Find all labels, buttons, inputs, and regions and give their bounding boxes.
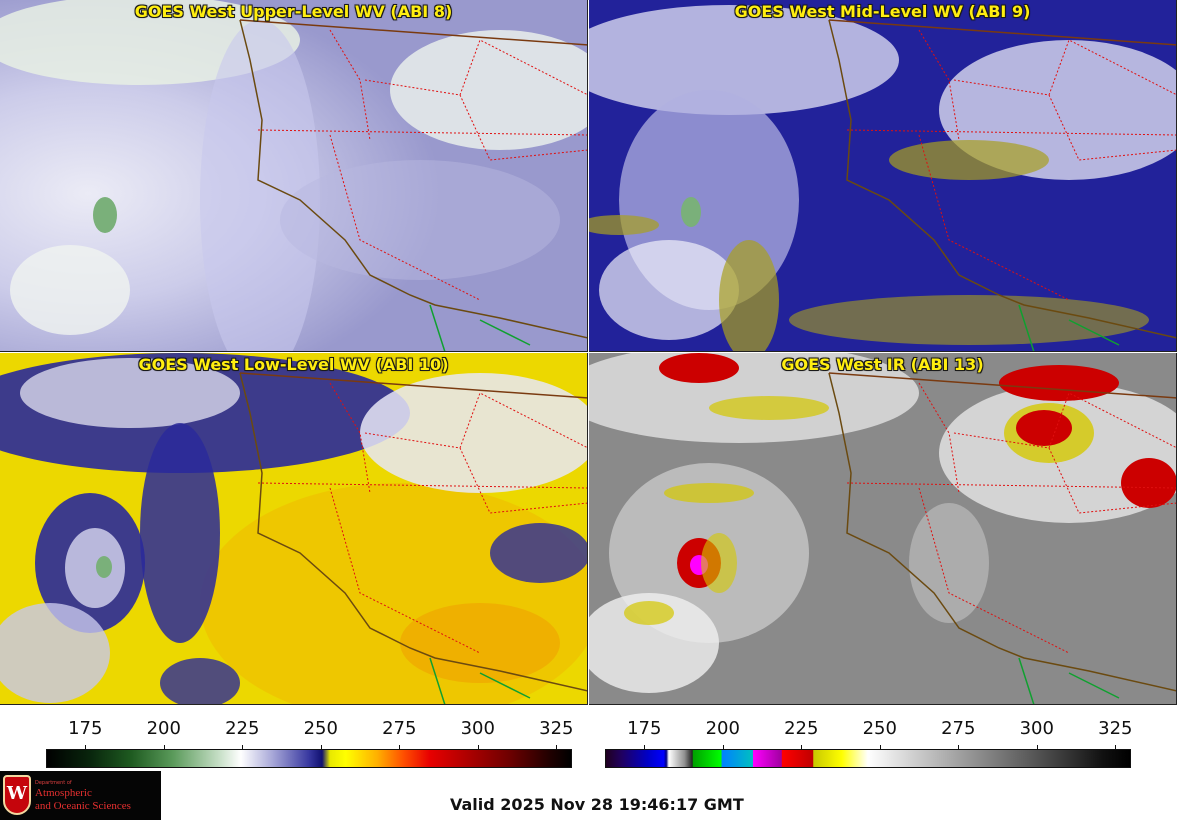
- ir-tick-mark: [1036, 745, 1038, 750]
- ir-tick-mark: [801, 745, 803, 750]
- upper-level-wv-image: [0, 0, 587, 351]
- mid-level-wv-image: [589, 0, 1176, 351]
- ir-tick-mark: [958, 745, 960, 750]
- wv-tick-mark: [242, 745, 244, 750]
- uw-crest-icon: W: [3, 775, 31, 815]
- wv-tick-mark: [320, 745, 322, 750]
- wv-tick-label: 225: [225, 718, 260, 739]
- wv-tick-mark: [399, 745, 401, 750]
- ir-colorbar-ticks: 175 200 225 250 275 300 325: [605, 710, 1133, 750]
- ir-tick-label: 200: [705, 718, 740, 739]
- ir-tick-label: 225: [784, 718, 819, 739]
- wv-colorbar: 175 200 225 250 275 300 325: [46, 710, 574, 770]
- ir-tick-label: 175: [627, 718, 662, 739]
- aos-logo[interactable]: W Department of Atmospheric and Oceanic …: [0, 771, 161, 820]
- low-level-wv-title: GOES West Low-Level WV (ABI 10): [138, 355, 449, 374]
- ir-image: [589, 353, 1176, 704]
- ir-colorbar-strip: [605, 749, 1131, 768]
- wv-tick-label: 175: [68, 718, 103, 739]
- ir-tick-mark: [722, 745, 724, 750]
- ir-panel: GOES West IR (ABI 13): [589, 353, 1177, 705]
- mid-level-wv-panel: GOES West Mid-Level WV (ABI 9): [589, 0, 1177, 352]
- wv-colorbar-ticks: 175 200 225 250 275 300 325: [46, 710, 574, 750]
- wv-tick-label: 200: [146, 718, 181, 739]
- wv-tick-mark: [163, 745, 165, 750]
- low-level-wv-panel: GOES West Low-Level WV (ABI 10): [0, 353, 588, 705]
- ir-tick-mark: [879, 745, 881, 750]
- ir-tick-mark: [1115, 745, 1117, 750]
- wv-tick-mark: [85, 745, 87, 750]
- logo-dept-text: Department of: [35, 780, 72, 786]
- logo-line-2: and Oceanic Sciences: [35, 800, 131, 812]
- mid-level-wv-title: GOES West Mid-Level WV (ABI 9): [734, 2, 1031, 21]
- wv-tick-label: 325: [539, 718, 574, 739]
- ir-tick-label: 300: [1019, 718, 1054, 739]
- ir-tick-label: 250: [862, 718, 897, 739]
- logo-line-1: Atmospheric: [35, 787, 92, 799]
- low-level-wv-image: [0, 353, 587, 704]
- wv-tick-label: 250: [303, 718, 338, 739]
- ir-tick-mark: [644, 745, 646, 750]
- ir-tick-label: 275: [941, 718, 976, 739]
- wv-tick-mark: [477, 745, 479, 750]
- valid-time-text: Valid 2025 Nov 28 19:46:17 GMT: [450, 795, 744, 814]
- wv-tick-label: 275: [382, 718, 417, 739]
- ir-colorbar: 175 200 225 250 275 300 325: [605, 710, 1133, 770]
- ir-tick-label: 325: [1098, 718, 1133, 739]
- upper-level-wv-title: GOES West Upper-Level WV (ABI 8): [134, 2, 453, 21]
- ir-title: GOES West IR (ABI 13): [781, 355, 984, 374]
- wv-colorbar-strip: [46, 749, 572, 768]
- upper-level-wv-panel: GOES West Upper-Level WV (ABI 8): [0, 0, 588, 352]
- wv-tick-label: 300: [460, 718, 495, 739]
- wv-tick-mark: [556, 745, 558, 750]
